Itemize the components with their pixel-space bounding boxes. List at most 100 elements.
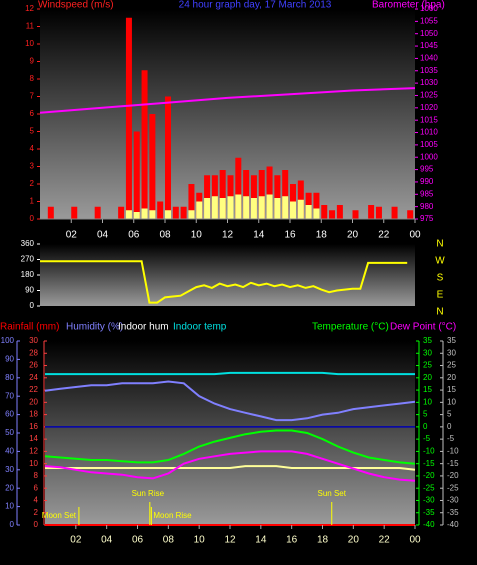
x-tick-label: 00 xyxy=(409,535,421,546)
y-tick-label: -25 xyxy=(423,483,435,492)
bar xyxy=(219,170,226,219)
y-tick-label: 8 xyxy=(34,471,39,480)
y-tick-label: 1010 xyxy=(420,128,438,137)
y-tick-label: 50 xyxy=(5,428,14,437)
y-tick-label: 25 xyxy=(423,361,432,370)
plot-area xyxy=(40,244,415,306)
y-tick-label: 9 xyxy=(30,57,35,66)
bar xyxy=(313,192,320,219)
bar xyxy=(196,201,203,219)
y-tick-label: 10 xyxy=(447,397,456,406)
bar xyxy=(391,206,398,219)
bar xyxy=(282,170,289,219)
bar xyxy=(243,170,250,219)
y-tick-label: 4 xyxy=(34,496,39,505)
y-tick-label: 5 xyxy=(447,410,452,419)
y-tick-label: 20 xyxy=(447,373,456,382)
y-tick-label: 11 xyxy=(26,22,35,31)
y-tick-label: -10 xyxy=(423,447,435,456)
y-tick-label: 25 xyxy=(447,361,456,370)
y-tick-label: 10 xyxy=(25,39,34,48)
y-tick-label: 18 xyxy=(29,410,38,419)
y-tick-label: 35 xyxy=(447,336,456,345)
x-tick-label: 02 xyxy=(70,535,82,546)
y-tick-label: 22 xyxy=(29,385,38,394)
y-tick-label: 7 xyxy=(30,92,35,101)
bar xyxy=(250,175,257,219)
series-line xyxy=(44,429,416,465)
series-line xyxy=(44,380,416,422)
bar xyxy=(133,212,140,219)
y-axis-title: Windspeed (m/s) xyxy=(38,0,114,11)
series-line xyxy=(40,260,408,304)
y-tick-label: -15 xyxy=(423,459,435,468)
bar xyxy=(141,70,148,219)
bar xyxy=(290,201,296,219)
y2-tick-label: W xyxy=(435,256,445,267)
y-tick-label: 1025 xyxy=(420,91,438,100)
y-tick-label: 1015 xyxy=(420,115,438,124)
y-tick-label: 995 xyxy=(420,165,434,174)
y-tick-label: 6 xyxy=(34,483,39,492)
y-tick-label: -20 xyxy=(423,471,435,480)
series-line xyxy=(44,450,416,482)
x-tick-label: 18 xyxy=(317,535,329,546)
y2-tick-label: S xyxy=(437,273,444,284)
x-tick-label: 12 xyxy=(224,535,236,546)
bar xyxy=(407,210,414,219)
annotation: Sun Rise xyxy=(132,489,165,498)
y-tick-label: 30 xyxy=(5,465,14,474)
y-tick-label: -5 xyxy=(447,434,455,443)
bar xyxy=(258,196,265,219)
y-tick-label: 10 xyxy=(29,459,38,468)
y-tick-label: 10 xyxy=(5,502,14,511)
bar xyxy=(235,194,242,219)
y2-tick-label: N xyxy=(436,239,443,250)
y-tick-label: 35 xyxy=(423,336,432,345)
x-tick-label: 20 xyxy=(347,230,359,241)
bar xyxy=(211,196,218,219)
y-tick-label: -35 xyxy=(447,508,459,517)
y-tick-label: 1035 xyxy=(420,66,438,75)
bar xyxy=(94,206,101,219)
y-tick-label: 990 xyxy=(420,177,434,186)
bar xyxy=(375,206,382,219)
bar xyxy=(157,201,164,219)
y-tick-label: 20 xyxy=(423,373,432,382)
x-tick-label: 20 xyxy=(348,535,360,546)
y-tick-label: -5 xyxy=(423,434,431,443)
bar xyxy=(188,184,195,219)
y-tick-label: 90 xyxy=(5,355,14,364)
bar xyxy=(243,196,250,219)
y-tick-label: 1045 xyxy=(420,41,438,50)
x-tick-label: 08 xyxy=(163,535,175,546)
bar xyxy=(274,198,281,219)
bar xyxy=(235,157,242,219)
y-tick-label: -25 xyxy=(447,483,459,492)
bar xyxy=(250,198,257,219)
x-tick-label: 10 xyxy=(191,230,203,241)
bar xyxy=(204,198,211,219)
y-tick-label: 5 xyxy=(423,410,428,419)
x-tick-label: 16 xyxy=(286,535,298,546)
y-tick-label: 975 xyxy=(420,214,434,223)
y-tick-label: -15 xyxy=(447,459,459,468)
y-tick-label: 24 xyxy=(29,373,38,382)
bar xyxy=(266,166,273,219)
y-tick-label: -40 xyxy=(423,520,435,529)
series-line xyxy=(39,87,416,114)
y-tick-label: 70 xyxy=(5,391,14,400)
y-tick-label: 1005 xyxy=(420,140,438,149)
y-tick-label: -35 xyxy=(423,508,435,517)
x-tick-label: 12 xyxy=(222,230,234,241)
y-tick-label: 1050 xyxy=(420,29,438,38)
x-tick-label: 10 xyxy=(194,535,206,546)
bar xyxy=(336,205,343,219)
y-tick-label: 0 xyxy=(423,422,428,431)
y-tick-label: 30 xyxy=(29,336,38,345)
bar xyxy=(266,194,273,219)
y-tick-label: 2 xyxy=(34,508,39,517)
bar xyxy=(165,96,171,219)
y-tick-label: 15 xyxy=(423,385,432,394)
y-tick-label: 3 xyxy=(30,162,35,171)
